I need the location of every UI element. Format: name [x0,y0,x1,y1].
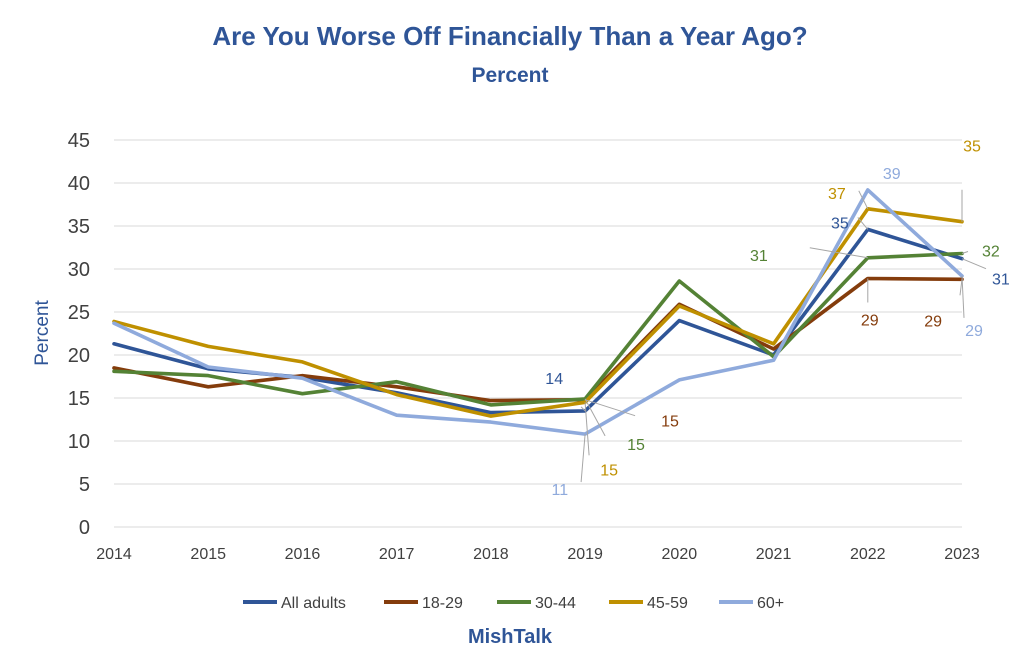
series-line-60plus [112,188,964,436]
data-label: 31 [992,272,1010,289]
y-tick-label: 40 [68,173,90,195]
label-leader-line [961,275,965,318]
data-label: 15 [627,437,645,454]
y-tick-label: 15 [68,388,90,410]
legend: All adults 18-29 30-44 45-59 60+ [243,595,784,612]
y-tick-label: 5 [79,474,90,496]
data-label: 29 [965,323,983,340]
x-tick-label: 2021 [756,546,792,563]
y-axis-ticks: 0 5 10 15 20 25 30 35 40 45 [68,130,90,539]
x-axis-ticks: 2014 2015 2016 2017 2018 2019 2020 2021 2022 2023 [96,546,980,563]
series-lines [112,188,964,436]
legend-item-label: 18-29 [422,595,463,612]
label-leader-line [584,399,636,417]
legend-item-label: 30-44 [535,595,576,612]
data-label: 32 [982,244,1000,261]
label-leader-line [959,279,963,296]
label-leader-line [584,402,590,456]
data-label: 15 [600,462,618,479]
data-label: 39 [883,166,901,183]
x-tick-label: 2023 [944,546,980,563]
data-label: 29 [924,313,942,330]
y-tick-label: 30 [68,259,90,281]
x-tick-label: 2020 [662,546,698,563]
label-leader-line [961,258,987,270]
label-leader-line [857,217,869,230]
data-label: 29 [861,313,879,330]
x-tick-label: 2015 [190,546,226,563]
data-labels: 14 15 15 15 11 35 29 31 37 39 31 29 32 35 29 [545,139,1010,499]
x-tick-label: 2022 [850,546,886,563]
chart-title: Are You Worse Off Financially Than a Yea… [212,21,807,51]
data-label: 15 [661,414,679,431]
y-tick-label: 25 [68,302,90,324]
label-leaders [580,189,987,483]
data-label: 35 [831,215,849,232]
chart-subtitle: Percent [471,64,548,87]
data-label: 14 [545,371,563,388]
gridlines [114,139,962,528]
data-label: 35 [963,139,981,156]
data-label: 37 [828,186,846,203]
label-leader-line [858,190,869,210]
data-label: 11 [551,482,568,499]
x-tick-label: 2016 [285,546,321,563]
y-axis-label: Percent [32,300,53,366]
data-label: 31 [750,248,768,265]
label-leader-line [809,247,868,259]
legend-item-label: All adults [281,595,346,612]
label-leader-line [961,251,969,254]
y-tick-label: 35 [68,216,90,238]
y-tick-label: 10 [68,431,90,453]
series-line-30-44 [112,251,964,407]
source-label: MishTalk [468,626,553,648]
y-tick-label: 20 [68,345,90,367]
label-leader-line [580,434,586,483]
y-tick-label: 0 [79,517,90,539]
x-tick-label: 2017 [379,546,415,563]
x-tick-label: 2018 [473,546,509,563]
legend-item-label: 45-59 [647,595,688,612]
legend-item-label: 60+ [757,595,784,612]
label-leader-line [584,398,606,437]
x-tick-label: 2014 [96,546,132,563]
y-tick-label: 45 [68,130,90,152]
x-tick-label: 2019 [567,546,603,563]
label-leader-line [580,406,586,412]
